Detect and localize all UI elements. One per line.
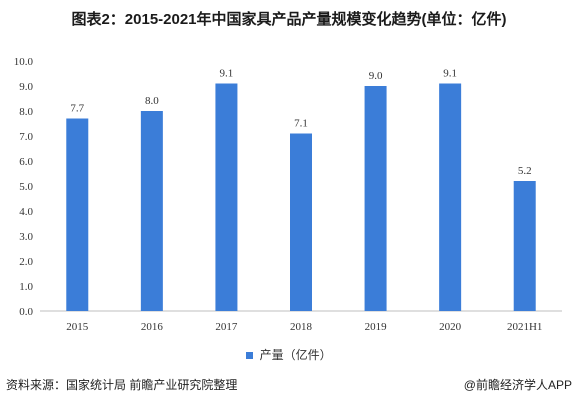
y-tick-label: 1.0 xyxy=(19,281,33,293)
bar-2015 xyxy=(66,118,89,311)
source-note: 资料来源：国家统计局 前瞻产业研究院整理 xyxy=(6,378,238,392)
y-axis: 0.0 1.0 2.0 3.0 4.0 5.0 6.0 7.0 8.0 9.0 10.0 xyxy=(14,56,34,318)
legend-swatch xyxy=(246,352,254,360)
x-tick-label: 2016 xyxy=(141,321,164,333)
y-tick-label: 5.0 xyxy=(19,181,33,193)
y-tick-label: 8.0 xyxy=(19,106,33,118)
y-tick-label: 7.0 xyxy=(19,131,33,143)
x-tick-label: 2017 xyxy=(215,321,238,333)
bar-2017 xyxy=(215,83,238,311)
y-tick-label: 2.0 xyxy=(19,256,33,268)
bar-2016 xyxy=(140,111,163,311)
brand-credit: @前瞻经济学人APP xyxy=(463,378,572,392)
data-label-2019: 9.0 xyxy=(369,70,383,82)
x-tick-label: 2020 xyxy=(439,321,462,333)
y-tick-label: 3.0 xyxy=(19,231,33,243)
data-label-2017: 9.1 xyxy=(220,68,234,80)
data-labels: 7.7 8.0 9.1 7.1 9.0 9.1 5.2 xyxy=(70,68,531,178)
footer: 资料来源：国家统计局 前瞻产业研究院整理 @前瞻经济学人APP xyxy=(0,372,578,403)
legend-label: 产量（亿件） xyxy=(259,348,332,362)
data-label-2021H1: 5.2 xyxy=(518,165,532,177)
y-tick-label: 10.0 xyxy=(14,56,34,68)
chart-title: 图表2：2015-2021年中国家具产品产量规模变化趋势(单位：亿件) xyxy=(71,11,507,28)
data-label-2015: 7.7 xyxy=(70,103,84,115)
data-label-2016: 8.0 xyxy=(145,95,159,107)
bar-2020 xyxy=(439,83,462,311)
data-label-2020: 9.1 xyxy=(443,68,457,80)
bar-2019 xyxy=(364,86,387,311)
y-tick-label: 4.0 xyxy=(19,206,33,218)
y-tick-label: 0.0 xyxy=(19,306,33,318)
bar-chart: 0.01.02.03.04.05.06.07.08.09.010.0 2015 2… xyxy=(14,56,562,333)
x-tick-label: 2021H1 xyxy=(507,321,542,333)
legend: 产量（亿件） xyxy=(0,346,578,363)
y-tick-label: 9.0 xyxy=(19,81,33,93)
x-tick-label: 2018 xyxy=(290,321,313,333)
bar-series xyxy=(66,83,536,311)
bar-2021H1 xyxy=(513,181,536,311)
x-tick-label: 2019 xyxy=(365,321,388,333)
x-tick-label: 2015 xyxy=(66,321,89,333)
y-tick-label: 6.0 xyxy=(19,156,33,168)
x-axis: 2015 2016 2017 2018 2019 2020 2021H1 xyxy=(40,310,562,333)
data-label-2018: 7.1 xyxy=(294,118,308,130)
bar-2018 xyxy=(290,133,312,311)
